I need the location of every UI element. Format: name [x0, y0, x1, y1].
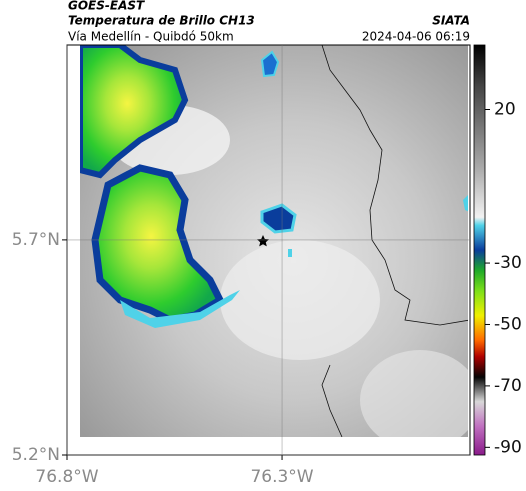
x-tick-label: 76.3°W: [250, 467, 313, 487]
satellite-image: [80, 45, 468, 437]
y-tick-label: 5.7°N: [12, 230, 60, 250]
colorbar: [473, 44, 486, 456]
route: Vía Medellín - Quibdó 50km: [68, 30, 234, 44]
colorbar-tick-label: -30: [494, 253, 522, 273]
source: SIATA: [432, 14, 470, 28]
x-tick-label: 76.8°W: [35, 467, 98, 487]
location-marker: [257, 235, 269, 247]
colorbar-tick-label: -90: [494, 437, 522, 457]
subtitle: Temperatura de Brillo CH13: [68, 14, 255, 28]
colorbar-tick-label: -70: [494, 376, 522, 396]
colorbar-tick-label: 20: [494, 99, 516, 119]
datetime: 2024-04-06 06:19: [362, 30, 470, 44]
y-tick-label: 5.2°N: [12, 445, 60, 465]
ticks: 76.8°W 76.3°W 5.7°N 5.2°N 20 -30 -50 -70 -90: [12, 45, 522, 487]
title: GOES-EAST: [68, 0, 145, 13]
colorbar-tick-label: -50: [494, 314, 522, 334]
